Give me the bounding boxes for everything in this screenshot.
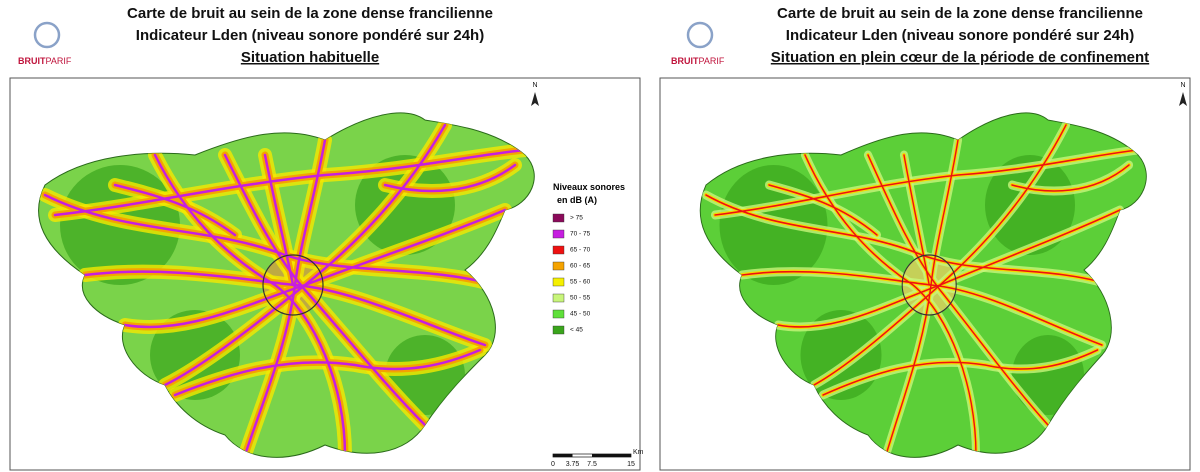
legend-label: > 75 [570,215,583,222]
north-arrow [1179,92,1187,106]
title-line: Carte de bruit au sein de la zone dense … [777,5,1143,22]
legend: Niveaux sonores en dB (A) > 75 70 - 75 65 … [552,182,625,335]
north-arrow [531,92,539,106]
map-frame [9,77,641,471]
legend-swatch [552,309,565,319]
road [1011,164,1130,192]
road [714,149,1139,216]
logo-icon [33,21,61,49]
road [173,348,482,397]
title-line: Indicateur Lden (niveau sonore pondéré s… [136,27,484,44]
road [705,194,1112,286]
logo-text: BRUITPARIF [671,56,725,66]
logo-part: PARIF [46,56,72,66]
road [123,208,507,329]
noise-map [699,112,1147,458]
quiet-zone [1012,335,1084,415]
map-roads [701,120,1143,458]
logo-part: BRUIT [18,56,46,66]
scale-bar-segment [553,454,573,457]
road [263,153,295,287]
quiet-zone [355,155,455,255]
scale-label: 7.5 [587,461,597,468]
legend-label: < 45 [570,327,583,334]
road [903,154,930,286]
scale-label: 0 [551,461,555,468]
north-label: N [1180,82,1185,89]
road [243,138,327,457]
logo: BRUITPARIF [18,21,72,66]
legend-swatch [552,293,565,303]
road [223,153,427,427]
logo-part: BRUIT [671,56,699,66]
map-roads [38,118,532,458]
logo-part: PARIF [699,56,725,66]
legend-label: 70 - 75 [570,231,591,238]
legend-swatch [552,277,565,287]
road [383,163,517,193]
paris-boundary [901,254,957,316]
road [113,183,237,237]
paris-boundary [262,254,324,316]
road [867,154,1049,426]
legend-label: 45 - 50 [570,311,591,318]
scale-unit: Km [633,449,644,456]
title-line: Situation en plein cœur de la période de… [771,49,1149,66]
title-line: Situation habituelle [241,49,379,66]
logo-text: BRUITPARIF [18,56,72,66]
road [43,193,497,287]
scale-bar: 0 3.75 7.5 15 Km [551,449,644,468]
title-line: Indicateur Lden (niveau sonore pondéré s… [786,27,1134,44]
north-label: N [532,82,537,89]
legend-swatch [552,325,565,335]
scale-label: 15 [627,461,635,468]
road [53,148,527,217]
legend-swatch [552,261,565,271]
road [885,139,959,456]
legend-label: 65 - 70 [570,247,591,254]
road [777,209,1121,328]
quiet-zone [985,155,1075,255]
legend-title: en dB (A) [557,195,597,205]
legend-label: 60 - 65 [570,263,591,270]
road [822,349,1099,396]
scale-bar-segment [592,454,631,457]
logo: BRUITPARIF [671,21,725,66]
legend-label: 50 - 55 [570,295,591,302]
road [804,154,977,456]
map-frame [659,77,1191,471]
title-line: Carte de bruit au sein de la zone dense … [127,5,493,22]
legend-swatch [552,213,565,223]
legend-swatch [552,245,565,255]
legend-label: 55 - 60 [570,279,591,286]
logo-icon [686,21,714,49]
legend-swatch [552,229,565,239]
scale-label: 3.75 [566,461,580,468]
noise-map [38,112,535,458]
road [768,184,878,236]
legend-title: Niveaux sonores [553,182,625,192]
